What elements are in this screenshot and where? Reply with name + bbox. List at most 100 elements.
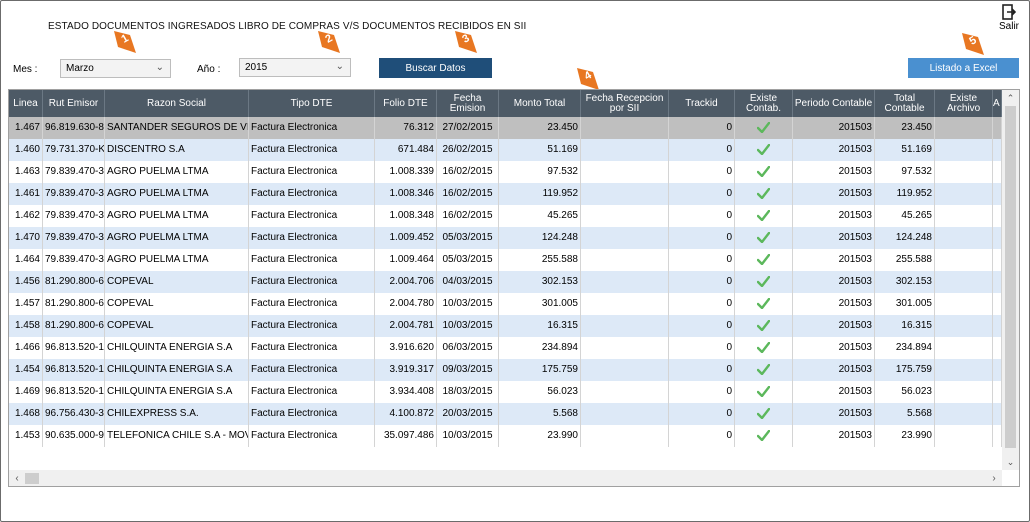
table-row[interactable]: 1.470 79.839.470-3 AGRO PUELMA LTMA Factura… <box>9 227 1002 249</box>
cell-linea: 1.454 <box>9 359 43 381</box>
cell-rut-emisor: 79.839.470-3 <box>43 227 105 249</box>
cell-folio-dte: 671.484 <box>375 139 437 161</box>
cell-fecha-emision: 26/02/2015 <box>437 139 499 161</box>
grid-header: Linea Rut Emisor Razon Social Tipo DTE F… <box>9 90 1019 117</box>
table-row[interactable]: 1.461 79.839.470-3 AGRO PUELMA LTMA Factura… <box>9 183 1002 205</box>
cell-extra <box>993 249 1002 271</box>
anio-select[interactable]: 2015 ⌄ <box>239 58 351 77</box>
cell-linea: 1.470 <box>9 227 43 249</box>
cell-trackid: 0 <box>669 271 735 293</box>
cell-tipo-dte: Factura Electronica <box>249 183 375 205</box>
cell-monto-total: 302.153 <box>499 271 581 293</box>
vertical-scrollbar[interactable]: ⌃ ⌄ <box>1002 90 1019 470</box>
cell-extra <box>993 227 1002 249</box>
header-rut-emisor[interactable]: Rut Emisor <box>43 90 105 117</box>
cell-folio-dte: 1.008.339 <box>375 161 437 183</box>
header-existe-contab[interactable]: Existe Contab. <box>735 90 793 117</box>
cell-linea: 1.453 <box>9 425 43 447</box>
header-extra[interactable]: A <box>993 90 1002 117</box>
cell-total-contable: 23.990 <box>875 425 935 447</box>
cell-fecha-recepcion <box>581 271 669 293</box>
table-row[interactable]: 1.468 96.756.430-3 CHILEXPRESS S.A. Factura… <box>9 403 1002 425</box>
table-row[interactable]: 1.456 81.290.800-6 COPEVAL Factura Electron… <box>9 271 1002 293</box>
header-tipo-dte[interactable]: Tipo DTE <box>249 90 375 117</box>
header-fecha-emision[interactable]: Fecha Emision <box>437 90 499 117</box>
table-row[interactable]: 1.467 96.819.630-8 SANTANDER SEGUROS DE VI… <box>9 117 1002 139</box>
cell-folio-dte: 35.097.486 <box>375 425 437 447</box>
scroll-left-icon[interactable]: ‹ <box>15 473 19 484</box>
header-fecha-recepcion[interactable]: Fecha Recepcion por SII <box>581 90 669 117</box>
header-razon-social[interactable]: Razon Social <box>105 90 249 117</box>
check-icon <box>757 121 770 133</box>
cell-extra <box>993 425 1002 447</box>
horizontal-scrollbar[interactable]: ‹ › <box>9 470 1002 486</box>
cell-total-contable: 124.248 <box>875 227 935 249</box>
cell-total-contable: 23.450 <box>875 117 935 139</box>
cell-trackid: 0 <box>669 161 735 183</box>
cell-fecha-recepcion <box>581 227 669 249</box>
table-row[interactable]: 1.454 96.813.520-1 CHILQUINTA ENERGIA S.A F… <box>9 359 1002 381</box>
cell-fecha-recepcion <box>581 403 669 425</box>
cell-periodo-contable: 201503 <box>793 161 875 183</box>
cell-fecha-recepcion <box>581 249 669 271</box>
table-row[interactable]: 1.464 79.839.470-3 AGRO PUELMA LTMA Factura… <box>9 249 1002 271</box>
cell-linea: 1.461 <box>9 183 43 205</box>
cell-folio-dte: 2.004.781 <box>375 315 437 337</box>
cell-existe-archivo <box>935 139 993 161</box>
table-row[interactable]: 1.460 79.731.370-K DISCENTRO S.A Factura El… <box>9 139 1002 161</box>
table-row[interactable]: 1.453 90.635.000-9 TELEFONICA CHILE S.A - … <box>9 425 1002 447</box>
cell-folio-dte: 4.100.872 <box>375 403 437 425</box>
cell-existe-archivo <box>935 161 993 183</box>
cell-total-contable: 302.153 <box>875 271 935 293</box>
listado-excel-button[interactable]: Listado a Excel <box>908 58 1019 78</box>
step-marker-2: 2 <box>318 31 340 53</box>
buscar-datos-button[interactable]: Buscar Datos <box>379 58 492 78</box>
cell-razon-social: AGRO PUELMA LTMA <box>105 249 249 271</box>
cell-linea: 1.467 <box>9 117 43 139</box>
vertical-scroll-thumb[interactable] <box>1005 106 1016 448</box>
cell-monto-total: 56.023 <box>499 381 581 403</box>
horizontal-scroll-thumb[interactable] <box>25 473 39 484</box>
cell-existe-contab <box>735 425 793 447</box>
cell-tipo-dte: Factura Electronica <box>249 293 375 315</box>
scroll-up-icon[interactable]: ⌃ <box>1006 93 1015 103</box>
cell-existe-archivo <box>935 205 993 227</box>
cell-periodo-contable: 201503 <box>793 425 875 447</box>
documents-grid[interactable]: Linea Rut Emisor Razon Social Tipo DTE F… <box>8 89 1020 487</box>
cell-fecha-recepcion <box>581 315 669 337</box>
table-row[interactable]: 1.462 79.839.470-3 AGRO PUELMA LTMA Factura… <box>9 205 1002 227</box>
cell-monto-total: 16.315 <box>499 315 581 337</box>
header-total-contable[interactable]: Total Contable <box>875 90 935 117</box>
cell-total-contable: 97.532 <box>875 161 935 183</box>
cell-tipo-dte: Factura Electronica <box>249 205 375 227</box>
cell-periodo-contable: 201503 <box>793 183 875 205</box>
table-row[interactable]: 1.458 81.290.800-6 COPEVAL Factura Electron… <box>9 315 1002 337</box>
mes-select[interactable]: Marzo ⌄ <box>60 59 171 78</box>
cell-tipo-dte: Factura Electronica <box>249 139 375 161</box>
page-title: ESTADO DOCUMENTOS INGRESADOS LIBRO DE CO… <box>48 21 527 32</box>
table-row[interactable]: 1.457 81.290.800-6 COPEVAL Factura Electron… <box>9 293 1002 315</box>
scroll-down-icon[interactable]: ⌄ <box>1006 457 1015 467</box>
cell-razon-social: AGRO PUELMA LTMA <box>105 227 249 249</box>
salir-button[interactable]: Salir <box>996 4 1022 32</box>
step-marker-5: 5 <box>962 33 984 55</box>
scroll-right-icon[interactable]: › <box>992 473 996 484</box>
header-monto-total[interactable]: Monto Total <box>499 90 581 117</box>
header-existe-archivo[interactable]: Existe Archivo <box>935 90 993 117</box>
table-row[interactable]: 1.463 79.839.470-3 AGRO PUELMA LTMA Factura… <box>9 161 1002 183</box>
check-icon <box>757 385 770 397</box>
cell-tipo-dte: Factura Electronica <box>249 337 375 359</box>
cell-total-contable: 301.005 <box>875 293 935 315</box>
header-periodo-contable[interactable]: Periodo Contable <box>793 90 875 117</box>
check-icon <box>757 297 770 309</box>
cell-monto-total: 301.005 <box>499 293 581 315</box>
header-linea[interactable]: Linea <box>9 90 43 117</box>
cell-linea: 1.458 <box>9 315 43 337</box>
header-folio-dte[interactable]: Folio DTE <box>375 90 437 117</box>
header-trackid[interactable]: Trackid <box>669 90 735 117</box>
table-row[interactable]: 1.466 96.813.520-1 CHILQUINTA ENERGIA S.A F… <box>9 337 1002 359</box>
cell-trackid: 0 <box>669 139 735 161</box>
cell-trackid: 0 <box>669 183 735 205</box>
table-row[interactable]: 1.469 96.813.520-1 CHILQUINTA ENERGIA S.A F… <box>9 381 1002 403</box>
cell-linea: 1.469 <box>9 381 43 403</box>
